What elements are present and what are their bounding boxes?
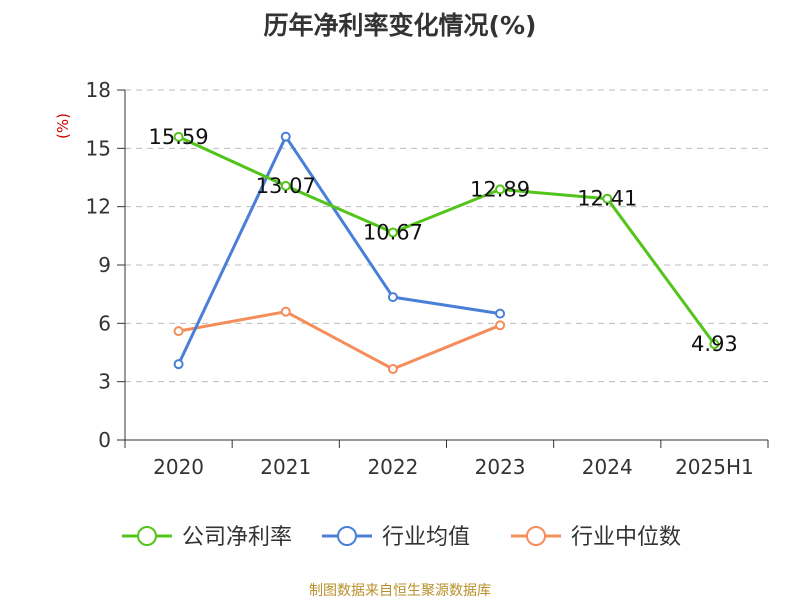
- legend-item[interactable]: 行业中位数: [511, 525, 681, 550]
- legend-label: 公司净利率: [182, 525, 292, 550]
- data-point[interactable]: [387, 227, 398, 238]
- grid-lines: [125, 89, 768, 383]
- legend-item[interactable]: 行业均值: [322, 525, 470, 550]
- data-point[interactable]: [173, 131, 184, 142]
- data-label: 15.59: [149, 125, 209, 149]
- data-label: 12.89: [470, 177, 530, 201]
- y-tick-labels: 0 3 6 9 12 15 18: [86, 78, 111, 452]
- x-tick-labels: 2020 2021 2022 2023 2024 2025H1: [153, 455, 754, 479]
- data-point[interactable]: [602, 193, 613, 204]
- data-point[interactable]: [280, 180, 291, 191]
- x-tick-label: 2023: [475, 455, 526, 479]
- y-tick-label: 6: [98, 311, 111, 335]
- data-label: 13.07: [256, 174, 316, 198]
- legend-label: 行业中位数: [571, 525, 681, 550]
- data-labels: 15.59 13.07 10.67 12.89 12.41 4.93: [149, 125, 738, 356]
- legend-label: 行业均值: [382, 525, 470, 550]
- y-tick-label: 12: [86, 195, 111, 219]
- data-point[interactable]: [495, 308, 506, 319]
- data-point[interactable]: [709, 339, 720, 350]
- series-line: [177, 135, 716, 345]
- series-lines: [177, 135, 716, 371]
- data-point[interactable]: [495, 320, 506, 331]
- series-line: [178, 310, 501, 371]
- y-axis-unit: (%): [54, 113, 72, 139]
- series-points: [173, 131, 720, 375]
- data-point[interactable]: [280, 306, 291, 317]
- data-point[interactable]: [495, 184, 506, 195]
- x-tick-label: 2020: [153, 455, 204, 479]
- legend-marker: [337, 526, 357, 546]
- y-tick-label: 9: [98, 253, 111, 277]
- data-point[interactable]: [173, 359, 184, 370]
- data-point[interactable]: [280, 131, 291, 142]
- x-tick-label: 2024: [582, 455, 633, 479]
- data-label: 10.67: [363, 221, 423, 245]
- series-line: [177, 135, 501, 365]
- axes: [117, 89, 769, 448]
- y-tick-label: 3: [98, 370, 111, 394]
- source-note: 制图数据来自恒生聚源数据库: [309, 583, 491, 599]
- data-label: 12.41: [577, 187, 637, 211]
- data-point[interactable]: [173, 326, 184, 337]
- legend[interactable]: 公司净利率 行业均值 行业中位数: [122, 525, 681, 550]
- chart-title: 历年净利率变化情况(%): [264, 11, 537, 40]
- legend-marker: [526, 526, 546, 546]
- y-tick-label: 0: [98, 428, 111, 452]
- legend-marker: [137, 526, 157, 546]
- legend-item[interactable]: 公司净利率: [122, 525, 292, 550]
- data-label: 4.93: [691, 332, 738, 356]
- data-point[interactable]: [387, 364, 398, 375]
- y-tick-label: 18: [86, 78, 111, 102]
- x-tick-label: 2021: [260, 455, 311, 479]
- x-tick-label: 2022: [367, 455, 418, 479]
- x-tick-label: 2025H1: [675, 455, 754, 479]
- y-tick-label: 15: [86, 136, 111, 160]
- data-point[interactable]: [387, 292, 398, 303]
